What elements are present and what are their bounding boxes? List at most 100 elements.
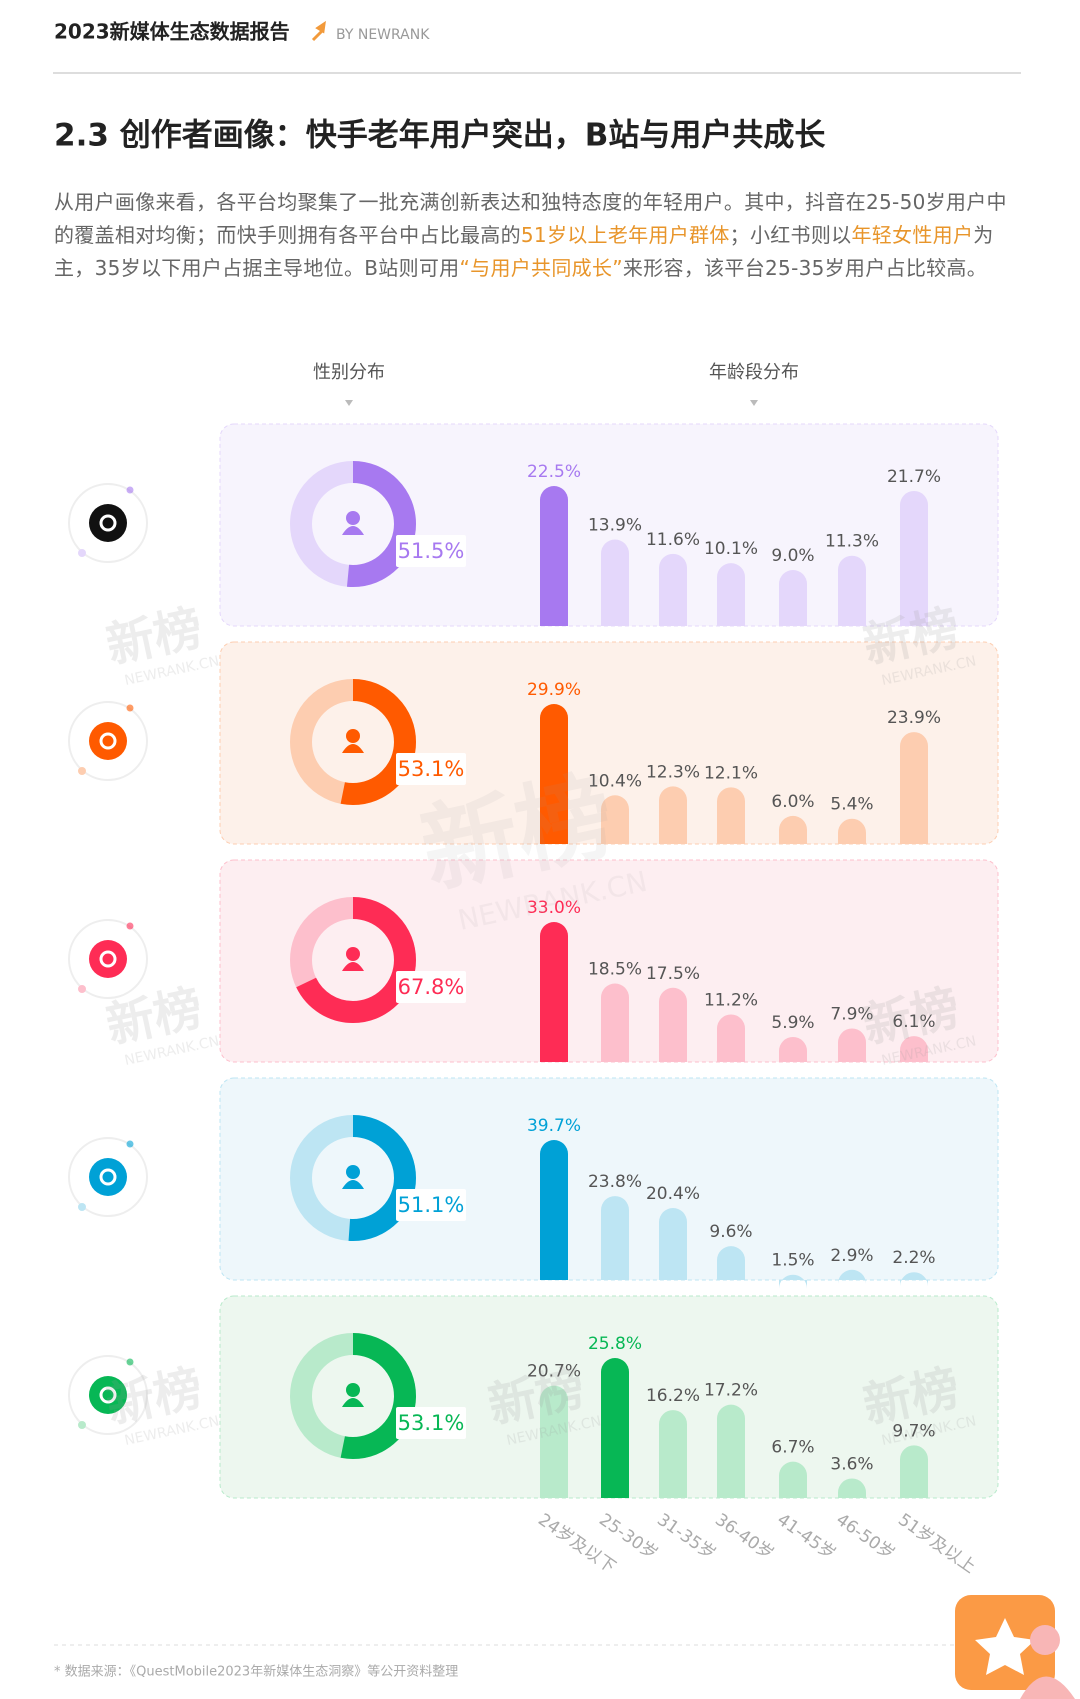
age-bar-label: 20.7% — [527, 1362, 581, 1382]
age-bar-label: 3.6% — [830, 1454, 873, 1474]
age-bar — [900, 490, 929, 626]
age-bar-label: 6.0% — [771, 792, 814, 812]
age-bar-label: 33.0% — [527, 898, 581, 918]
age-bar — [540, 486, 568, 626]
body-text: 为主，35岁以下用户占据主导地位。B站则可用 — [54, 223, 994, 280]
donut-female — [290, 1333, 416, 1459]
body-text: 来形容，该平台25-35岁用户占比较高。 — [622, 256, 988, 280]
platform-icon — [89, 722, 127, 760]
age-bar-label: 11.6% — [646, 530, 700, 550]
age-bar — [779, 1461, 807, 1498]
donut-female — [290, 897, 416, 1023]
donut-label-box — [396, 1189, 466, 1221]
age-bar — [601, 1358, 629, 1498]
platform-icon-dot — [78, 985, 86, 993]
star-badge — [955, 1595, 1075, 1699]
donut-center-person — [342, 962, 364, 971]
age-group-label: 46-50岁 — [832, 1510, 898, 1564]
age-bar-label: 2.9% — [830, 1246, 873, 1266]
age-bar — [717, 563, 745, 626]
age-bar-label: 29.9% — [527, 680, 581, 700]
age-bar — [540, 704, 568, 844]
platform-panel — [219, 641, 999, 845]
age-bar-label: 5.4% — [830, 795, 873, 815]
age-bar — [717, 1246, 745, 1280]
donut-label: 51.5% — [398, 539, 465, 563]
age-bar — [779, 1274, 807, 1289]
age-bar-label: 23.8% — [588, 1172, 642, 1192]
highlight-text: 年轻女性用户 — [851, 223, 974, 247]
body-text: ；小红书则以 — [729, 223, 852, 247]
age-bar-label: 1.5% — [771, 1251, 814, 1271]
age-bar-label: 6.7% — [771, 1438, 814, 1458]
donut-female — [290, 461, 416, 587]
donut-label-box — [396, 1407, 466, 1439]
platform-icon-glyph — [99, 1168, 117, 1186]
column-arrow — [345, 400, 758, 406]
age-bar — [601, 983, 629, 1062]
age-bar-label: 10.1% — [704, 539, 758, 559]
age-bar-label: 10.4% — [588, 771, 642, 791]
donut-center-dot — [346, 729, 360, 743]
donut-label: 67.8% — [398, 975, 465, 999]
platform-icon-glyph — [99, 732, 117, 750]
age-bar-label: 18.5% — [588, 960, 642, 980]
intro-paragraph: 从用户画像来看，各平台均聚集了一批充满创新表达和独特态度的年轻用户。其中，抖音在… — [54, 186, 1024, 285]
age-bar-label: 25.8% — [588, 1334, 642, 1354]
age-bar — [779, 570, 807, 626]
age-bar — [779, 815, 807, 844]
donut-center-person — [342, 744, 364, 753]
column-title: 性别分布 — [313, 362, 385, 383]
donut-center-dot — [346, 947, 360, 961]
age-bar-label: 9.6% — [709, 1222, 752, 1242]
donut-center-person — [342, 1180, 364, 1189]
age-bar — [601, 1196, 629, 1280]
age-bar-label: 22.5% — [527, 462, 581, 482]
highlight-text: 51岁以上老年用户群体 — [520, 223, 730, 247]
age-bar-label: 9.7% — [892, 1421, 935, 1441]
platform-icon-dot — [78, 549, 86, 557]
age-bar-label: 9.0% — [771, 546, 814, 566]
donut-label: 53.1% — [398, 1411, 465, 1435]
highlight-text: “与用户共同成长” — [459, 256, 623, 280]
donut-center-dot — [346, 511, 360, 525]
age-bar — [717, 1404, 745, 1498]
age-bar-label: 13.9% — [588, 516, 642, 536]
age-group-label: 41-45岁 — [773, 1510, 839, 1564]
platform-icon-dot — [126, 1140, 134, 1148]
age-bar — [900, 1036, 929, 1062]
platform-icon-dot — [78, 1203, 86, 1211]
header-icon — [311, 20, 326, 42]
age-bar — [900, 1445, 929, 1498]
age-bar — [838, 555, 866, 626]
age-group-label: 36-40岁 — [711, 1510, 777, 1564]
body-text: 从用户画像来看，各平台均聚集了一批充满创新表达和独特态度的年轻用户。其中，抖音在… — [54, 190, 1007, 247]
age-bar-label: 23.9% — [887, 708, 941, 728]
platform-icon — [89, 1376, 127, 1414]
donut-female — [290, 679, 416, 805]
age-bar — [900, 732, 929, 844]
platform-icon-glyph — [99, 950, 117, 968]
age-bar-label: 16.2% — [646, 1386, 700, 1406]
donut-label: 53.1% — [398, 757, 465, 781]
age-bar — [540, 1385, 568, 1498]
age-bar-label: 17.5% — [646, 964, 700, 984]
age-bar — [659, 786, 687, 844]
age-bar — [838, 1028, 866, 1062]
donut-female — [290, 1115, 416, 1241]
age-bar — [659, 1410, 687, 1498]
age-bar — [838, 1269, 866, 1284]
age-bar — [717, 787, 745, 844]
donut-center-dot — [346, 1165, 360, 1179]
age-bar-label: 17.2% — [704, 1381, 758, 1401]
age-group-label: 31-35岁 — [653, 1510, 719, 1564]
donut-label-box — [396, 971, 466, 1003]
platform-panel — [219, 1077, 999, 1281]
age-bar — [659, 1208, 687, 1280]
donut-center-person — [342, 526, 364, 535]
age-bar — [540, 1140, 568, 1280]
footer-source: * 数据来源：《QuestMobile2023年新媒体生态洞察》等公开资料整理 — [54, 1664, 458, 1680]
age-bar-label: 12.3% — [646, 762, 700, 782]
